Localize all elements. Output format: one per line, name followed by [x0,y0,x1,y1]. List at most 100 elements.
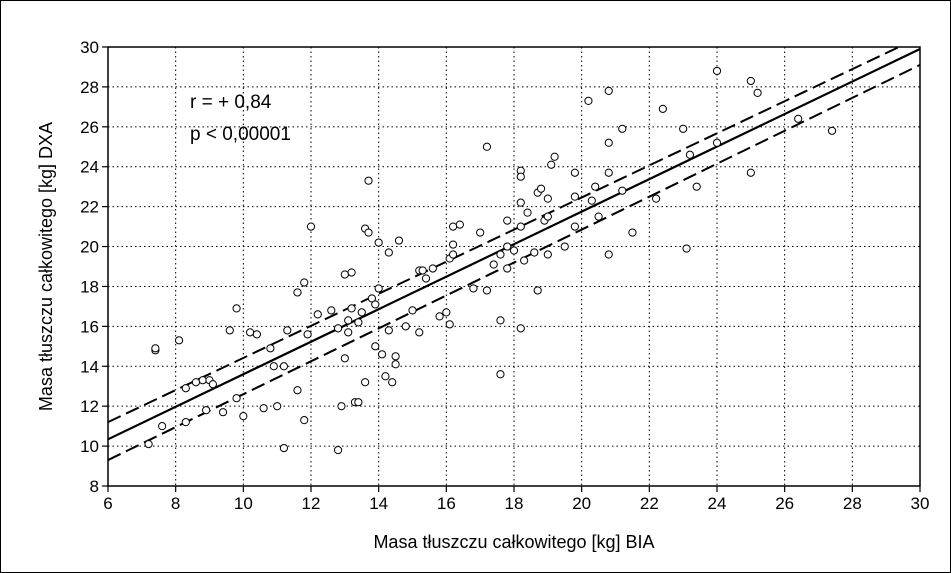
data-point [347,304,356,313]
y-tick-label: 14 [80,357,99,376]
data-point [618,124,627,133]
data-point [401,322,410,331]
data-point [273,402,282,411]
data-point [391,352,400,361]
data-point [604,250,613,259]
data-point [377,350,387,359]
data-point [174,336,184,345]
data-point [584,96,593,105]
data-point [391,360,400,369]
y-axis-title: Masa tłuszczu całkowitego [kg] DXA [36,122,56,411]
x-tick-label: 16 [437,494,456,513]
data-point [384,248,393,257]
data-point [523,208,532,217]
data-point [158,422,167,431]
data-point [293,288,302,297]
data-point [658,104,667,113]
data-point [533,286,542,295]
y-tick-label: 24 [80,158,99,177]
data-point [408,306,417,315]
x-tick-label: 14 [369,494,388,513]
confidence-band [107,46,921,461]
data-point [327,306,336,315]
data-point [367,294,376,303]
data-point [306,222,316,231]
data-point [746,168,755,177]
data-point [144,439,153,449]
data-point [313,310,322,319]
y-tick-label: 18 [80,277,99,296]
correlation-annotation: r = + 0,84 [190,92,272,113]
data-point [496,316,505,325]
data-point [530,248,539,257]
data-point [252,330,261,339]
x-tick-label: 12 [302,494,321,513]
x-axis-ticks: 6 8 10 12 14 16 18 20 22 24 26 28 30 [103,486,929,513]
data-point [300,416,309,425]
data-point [712,66,722,76]
data-point [570,222,580,231]
data-point [628,228,637,237]
data-point [181,384,190,393]
data-point [753,88,762,97]
data-point [202,406,211,415]
data-point [543,194,552,203]
data-point [279,443,289,453]
data-point [246,328,255,337]
y-tick-label: 30 [80,38,99,57]
data-point [543,212,552,221]
y-tick-label: 22 [80,198,99,217]
y-tick-label: 26 [80,118,99,137]
data-point [503,264,512,273]
data-point [415,328,424,337]
data-point [685,150,695,159]
data-point [503,242,512,251]
y-tick-label: 10 [80,437,99,456]
data-point [570,168,580,177]
x-tick-label: 8 [171,494,180,513]
data-point [232,394,241,403]
data-point [381,372,390,381]
data-point [394,236,404,245]
data-point [354,318,363,327]
data-point [682,244,691,253]
data-point [536,184,546,193]
data-point [560,242,569,251]
data-point [509,246,519,255]
data-point [218,408,228,417]
y-tick-label: 20 [80,238,99,257]
data-point [344,328,353,337]
grid-lines [108,47,920,486]
data-point [746,76,755,86]
data-point [418,266,427,275]
data-point [384,326,393,335]
data-point [357,308,366,317]
data-point [482,286,492,295]
data-point [794,114,803,123]
data-point [469,284,478,293]
data-point [232,304,241,313]
p-value-annotation: p < 0,00001 [190,124,291,145]
data-point [520,256,529,265]
data-point [455,220,464,229]
x-tick-label: 22 [640,494,659,513]
data-point [604,168,613,177]
data-point [371,300,380,309]
data-point [388,378,397,387]
data-point [692,182,701,191]
data-point [293,386,302,395]
data-point [435,312,444,321]
data-point [496,370,505,379]
data-point [482,142,492,151]
data-point [547,160,556,169]
data-point [591,182,600,191]
data-point [449,240,458,249]
data-point [428,264,437,273]
data-point [421,274,431,283]
data-point [516,324,525,333]
data-point [191,378,201,387]
data-point [618,186,627,195]
data-point [374,284,383,293]
data-point [333,445,343,455]
